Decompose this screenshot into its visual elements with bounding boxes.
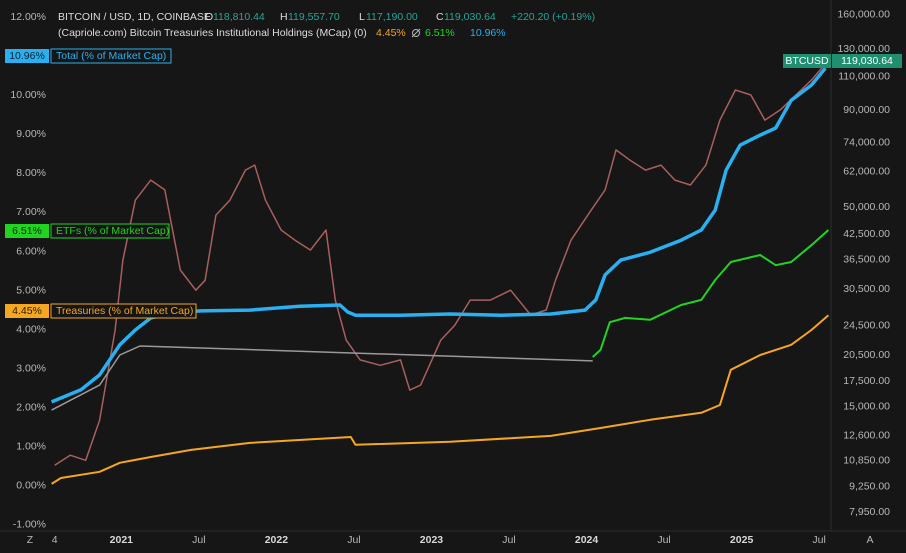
y2-tick-label: 110,000.00 xyxy=(838,71,890,83)
control-button[interactable]: A xyxy=(866,534,873,546)
series-line xyxy=(592,229,830,358)
y2-tick-label: 24,500.00 xyxy=(843,319,890,331)
y2-tick-label: 42,500.00 xyxy=(843,228,890,240)
label-box xyxy=(5,304,49,318)
series-line xyxy=(51,345,593,411)
y2-tick-label: 20,500.00 xyxy=(843,349,890,361)
ohlc-value: 117,190.00 xyxy=(366,11,418,23)
label-box xyxy=(5,224,49,238)
y-tick-label: 10.00% xyxy=(10,89,46,101)
x-tick-label: Jul xyxy=(657,534,670,546)
y2-tick-label: 50,000.00 xyxy=(843,201,890,213)
y-tick-label: 5.00% xyxy=(16,284,46,296)
indicator-value: 10.96% xyxy=(470,27,506,39)
legend-entry: Treasuries (% of Market Cap) xyxy=(56,305,193,317)
change: +220.20 (+0.19%) xyxy=(511,11,595,23)
y2-tick-label: 160,000.00 xyxy=(837,9,890,21)
x-tick-label: 2023 xyxy=(420,534,444,546)
y2-tick-label: 10,850.00 xyxy=(843,454,890,466)
y2-tick-label: 15,000.00 xyxy=(843,401,890,413)
x-tick-label: Jul xyxy=(347,534,360,546)
y-tick-label: 9.00% xyxy=(16,128,46,140)
label-box xyxy=(50,223,170,239)
chart-title: BITCOIN / USD, 1D, COINBASE xyxy=(58,11,211,23)
y2-tick-label: 7,950.00 xyxy=(849,506,890,518)
label-box xyxy=(5,49,49,63)
x-tick-label: Jul xyxy=(502,534,515,546)
ohlc-key: C xyxy=(436,11,444,23)
y-tick-label: 8.00% xyxy=(16,167,46,179)
y-tick-label: 0.00% xyxy=(16,480,46,492)
x-tick-label: Jul xyxy=(812,534,825,546)
ohlc-key: H xyxy=(280,11,288,23)
control-button[interactable]: Z xyxy=(27,534,34,546)
y-tick-label: 7.00% xyxy=(16,206,46,218)
y-tick-label: -1.00% xyxy=(13,519,46,531)
indicator-value: 6.51% xyxy=(425,27,455,39)
plot-area: 12.00% 10.00% 9.00% 8.00% 7.00% 6.00% 5.00% 4.0… xyxy=(10,9,890,546)
y2-tick-label: 74,000.00 xyxy=(843,136,890,148)
price-label: 119,030.64 xyxy=(841,55,893,67)
ohlc-value: 119,030.64 xyxy=(444,11,496,23)
series-value-label: 6.51% xyxy=(12,225,42,237)
ohlc-value: 118,810.44 xyxy=(213,11,265,23)
y-tick-label: 1.00% xyxy=(16,441,46,453)
ohlc-key: L xyxy=(359,11,365,23)
label-box xyxy=(783,54,831,68)
x-tick-label: Jul xyxy=(192,534,205,546)
legend-entry: ETFs (% of Market Cap) xyxy=(56,225,169,237)
price-series-name: BTCUSD xyxy=(785,55,829,67)
series-line xyxy=(51,314,830,485)
x-tick-label: 4 xyxy=(52,534,58,546)
label-box xyxy=(832,54,902,68)
series-value-label: 4.45% xyxy=(12,305,42,317)
x-tick-label: 2025 xyxy=(730,534,754,546)
series-line xyxy=(54,63,826,466)
y-tick-label: 12.00% xyxy=(10,11,46,23)
y-tick-label: 4.00% xyxy=(16,323,46,335)
x-tick-label: 2022 xyxy=(265,534,289,546)
y-tick-label: 3.00% xyxy=(16,362,46,374)
series-value-label: 10.96% xyxy=(9,50,45,62)
ohlc-key: O xyxy=(205,11,213,23)
label-box xyxy=(50,303,197,319)
y-tick-label: 2.00% xyxy=(16,402,46,414)
y2-tick-label: 36,500.00 xyxy=(843,253,890,265)
hidden-icon xyxy=(411,28,421,38)
label-box xyxy=(50,48,172,64)
x-tick-label: 2024 xyxy=(575,534,599,546)
y2-tick-label: 9,250.00 xyxy=(849,481,890,493)
x-tick-label: 2021 xyxy=(110,534,134,546)
y2-tick-label: 12,600.00 xyxy=(843,429,890,441)
indicator-value: 4.45% xyxy=(376,27,406,39)
y2-tick-label: 30,500.00 xyxy=(843,283,890,295)
y-tick-label: 6.00% xyxy=(16,245,46,257)
ohlc-value: 119,557.70 xyxy=(288,11,340,23)
y2-tick-label: 17,500.00 xyxy=(843,375,890,387)
y2-tick-label: 90,000.00 xyxy=(843,104,890,116)
overlay: BITCOIN / USD, 1D, COINBASE O 118,810.44… xyxy=(5,11,902,546)
indicator-title: (Capriole.com) Bitcoin Treasuries Instit… xyxy=(58,27,367,39)
legend-entry: Total (% of Market Cap) xyxy=(56,50,166,62)
y2-tick-label: 62,000.00 xyxy=(843,166,890,178)
y2-tick-label: 130,000.00 xyxy=(837,43,890,55)
